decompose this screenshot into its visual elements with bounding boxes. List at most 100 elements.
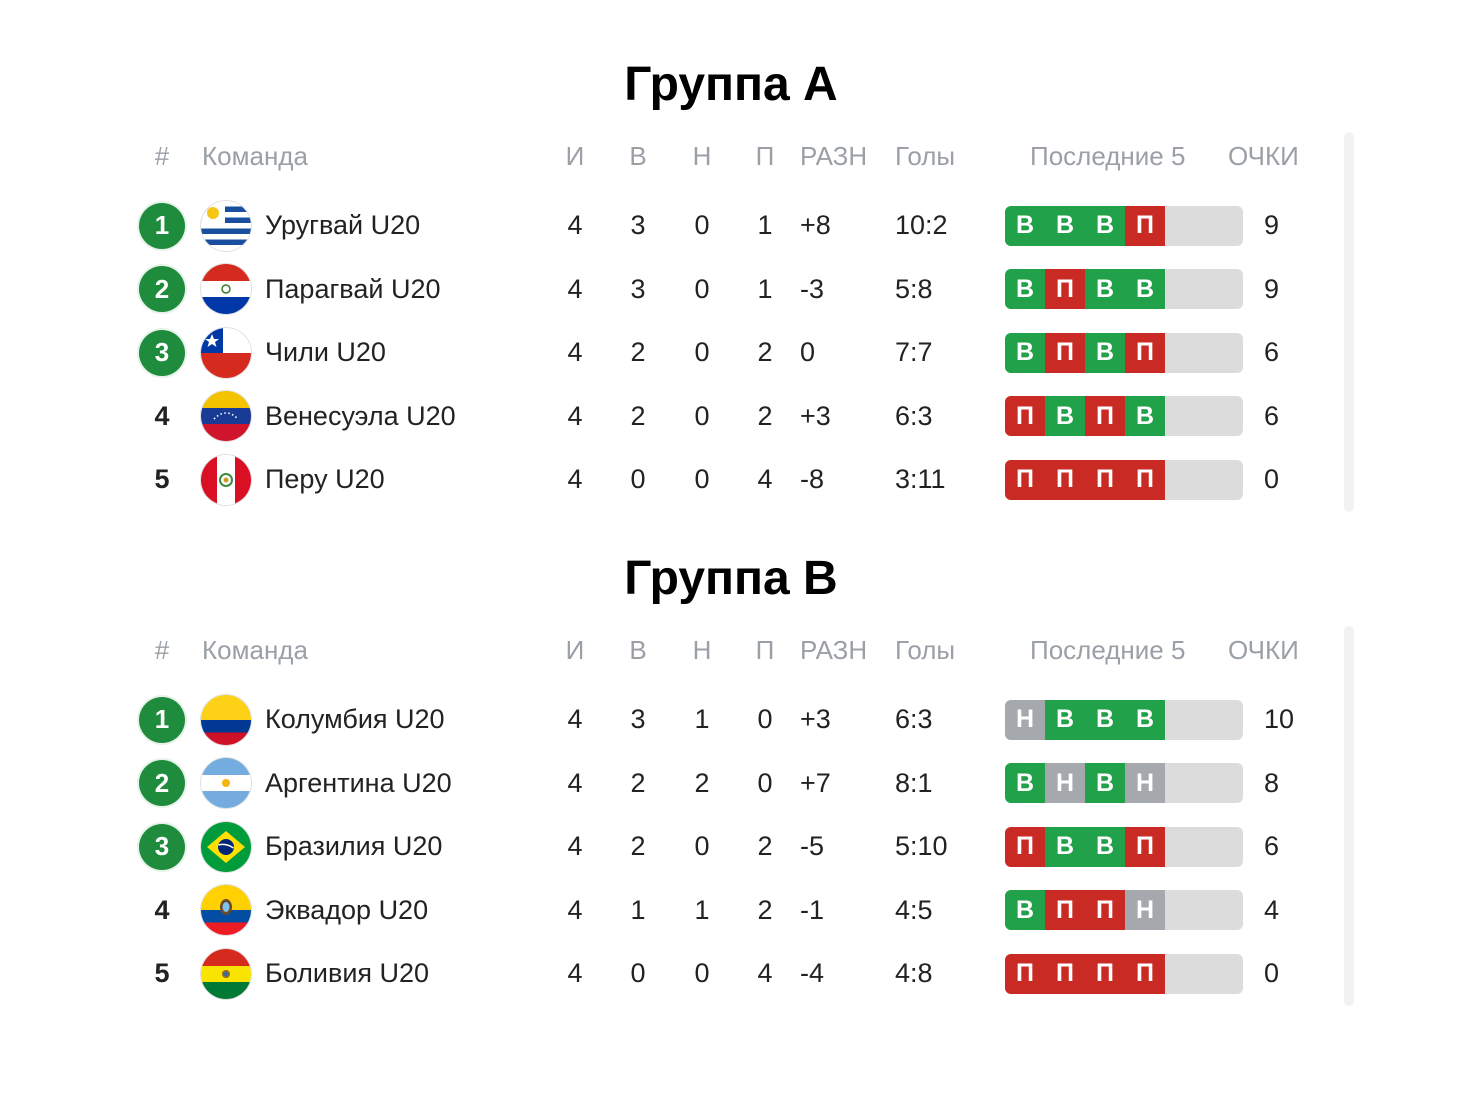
- header-team[interactable]: Команда: [202, 140, 308, 171]
- flag-cell: [199, 752, 253, 816]
- form-result-win[interactable]: В: [1005, 205, 1045, 246]
- form-result-loss[interactable]: П: [1045, 953, 1085, 994]
- header-goals[interactable]: Голы: [895, 634, 956, 665]
- header-won[interactable]: В: [629, 140, 647, 171]
- form-result-loss[interactable]: П: [1045, 459, 1085, 500]
- table-header: # Команда И В Н П РАЗН Голы Последние 5 …: [0, 612, 1460, 688]
- team-name-link[interactable]: Перу U20: [265, 464, 385, 495]
- header-lost[interactable]: П: [755, 634, 775, 665]
- form-result-win[interactable]: В: [1085, 763, 1125, 804]
- table-row[interactable]: 1 Уругвай U20 4 3 0 1 +8 10:2 В В В П 9: [0, 194, 1460, 258]
- form-result-win[interactable]: В: [1005, 269, 1045, 310]
- table-row[interactable]: 4 Эквадор U20 4 1 1 2 -1 4:5 В П П Н 4: [0, 879, 1460, 943]
- table-row[interactable]: 1 Колумбия U20 4 3 1 0 +3 6:3 Н В В В 10: [0, 688, 1460, 752]
- goal-diff-cell: -1: [800, 894, 825, 925]
- header-points[interactable]: ОЧКИ: [1228, 634, 1299, 665]
- table-row[interactable]: 5 Боливия U20 4 0 0 4 -4 4:8 П П П П 0: [0, 942, 1460, 1006]
- form-result-draw[interactable]: Н: [1005, 699, 1045, 740]
- form-result-loss[interactable]: П: [1085, 459, 1125, 500]
- form-result-win[interactable]: В: [1005, 763, 1045, 804]
- position-number: 5: [154, 958, 170, 989]
- form-result-loss[interactable]: П: [1125, 826, 1165, 867]
- colombia-flag-icon: [201, 694, 251, 745]
- form-result-win[interactable]: В: [1045, 826, 1085, 867]
- won-cell: 2: [630, 337, 646, 368]
- table-row[interactable]: 2 Парагвай U20 4 3 0 1 -3 5:8 В П В В 9: [0, 258, 1460, 322]
- table-row[interactable]: 3 Чили U20 4 2 0 2 0 7:7 В П В П 6: [0, 321, 1460, 385]
- team-name-link[interactable]: Парагвай U20: [265, 273, 441, 304]
- form-result-loss[interactable]: П: [1085, 953, 1125, 994]
- team-name-link[interactable]: Аргентина U20: [265, 767, 452, 798]
- table-row[interactable]: 2 Аргентина U20 4 2 2 0 +7 8:1 В Н В Н 8: [0, 752, 1460, 816]
- form-result-loss[interactable]: П: [1125, 953, 1165, 994]
- form-result-win[interactable]: В: [1085, 826, 1125, 867]
- form-result-win[interactable]: В: [1045, 205, 1085, 246]
- played-cell: 4: [567, 210, 583, 241]
- position-number: 4: [154, 400, 170, 431]
- form-result-draw[interactable]: Н: [1125, 763, 1165, 804]
- scrollbar[interactable]: [1344, 626, 1354, 1006]
- form-result-loss[interactable]: П: [1125, 205, 1165, 246]
- form-result-win[interactable]: В: [1125, 269, 1165, 310]
- position-cell: 5: [137, 448, 187, 512]
- header-team[interactable]: Команда: [202, 634, 308, 665]
- points-cell: 9: [1264, 273, 1280, 304]
- header-won[interactable]: В: [629, 634, 647, 665]
- table-row[interactable]: 5 Перу U20 4 0 0 4 -8 3:11 П П П П 0: [0, 448, 1460, 512]
- form-result-loss[interactable]: П: [1085, 396, 1125, 437]
- team-name-link[interactable]: Чили U20: [265, 337, 386, 368]
- form-result-win[interactable]: В: [1125, 699, 1165, 740]
- form-result-win[interactable]: В: [1085, 699, 1125, 740]
- form-result-loss[interactable]: П: [1125, 459, 1165, 500]
- points-cell: 0: [1264, 464, 1280, 495]
- form-result-loss[interactable]: П: [1045, 890, 1085, 931]
- header-played[interactable]: И: [565, 634, 585, 665]
- form-result-loss[interactable]: П: [1125, 332, 1165, 373]
- table-row[interactable]: 4 Венесуэла U20 4 2 0 2 +3 6:3 П В П В 6: [0, 385, 1460, 449]
- team-name-link[interactable]: Бразилия U20: [265, 831, 443, 862]
- table-row[interactable]: 3 Бразилия U20 4 2 0 2 -5 5:10 П В В П 6: [0, 815, 1460, 879]
- form-result-win[interactable]: В: [1005, 332, 1045, 373]
- form-result-loss[interactable]: П: [1045, 332, 1085, 373]
- form-result-win[interactable]: В: [1085, 332, 1125, 373]
- header-diff[interactable]: РАЗН: [800, 140, 868, 171]
- form-result-loss[interactable]: П: [1005, 396, 1045, 437]
- header-goals[interactable]: Голы: [895, 140, 956, 171]
- form-result-draw[interactable]: Н: [1045, 763, 1085, 804]
- form-result-draw[interactable]: Н: [1125, 890, 1165, 931]
- header-diff[interactable]: РАЗН: [800, 634, 868, 665]
- form-result-win[interactable]: В: [1085, 205, 1125, 246]
- position-cell: 3: [137, 815, 187, 879]
- form-result-win[interactable]: В: [1045, 699, 1085, 740]
- form-result-win[interactable]: В: [1085, 269, 1125, 310]
- form-result-loss[interactable]: П: [1005, 826, 1045, 867]
- argentina-flag-icon: [201, 758, 251, 809]
- team-name-link[interactable]: Эквадор U20: [265, 894, 429, 925]
- scrollbar[interactable]: [1344, 132, 1354, 512]
- form-result-loss[interactable]: П: [1005, 459, 1045, 500]
- form-result-win[interactable]: В: [1125, 396, 1165, 437]
- header-drawn[interactable]: Н: [692, 140, 712, 171]
- form-result-win[interactable]: В: [1005, 890, 1045, 931]
- header-points[interactable]: ОЧКИ: [1228, 140, 1299, 171]
- goal-diff-cell: +3: [800, 400, 831, 431]
- form-result-loss[interactable]: П: [1045, 269, 1085, 310]
- group-title: Группа A: [624, 58, 838, 111]
- team-name-link[interactable]: Боливия U20: [265, 958, 430, 989]
- team-name-link[interactable]: Уругвай U20: [265, 210, 421, 241]
- form-result-loss[interactable]: П: [1005, 953, 1045, 994]
- header-played[interactable]: И: [565, 140, 585, 171]
- form-result-loss[interactable]: П: [1085, 890, 1125, 931]
- form-result-win[interactable]: В: [1045, 396, 1085, 437]
- team-name-link[interactable]: Венесуэла U20: [265, 400, 456, 431]
- header-lost[interactable]: П: [755, 140, 775, 171]
- won-cell: 2: [630, 400, 646, 431]
- position-number: 5: [154, 464, 170, 495]
- header-drawn[interactable]: Н: [692, 634, 712, 665]
- team-name-link[interactable]: Колумбия U20: [265, 704, 445, 735]
